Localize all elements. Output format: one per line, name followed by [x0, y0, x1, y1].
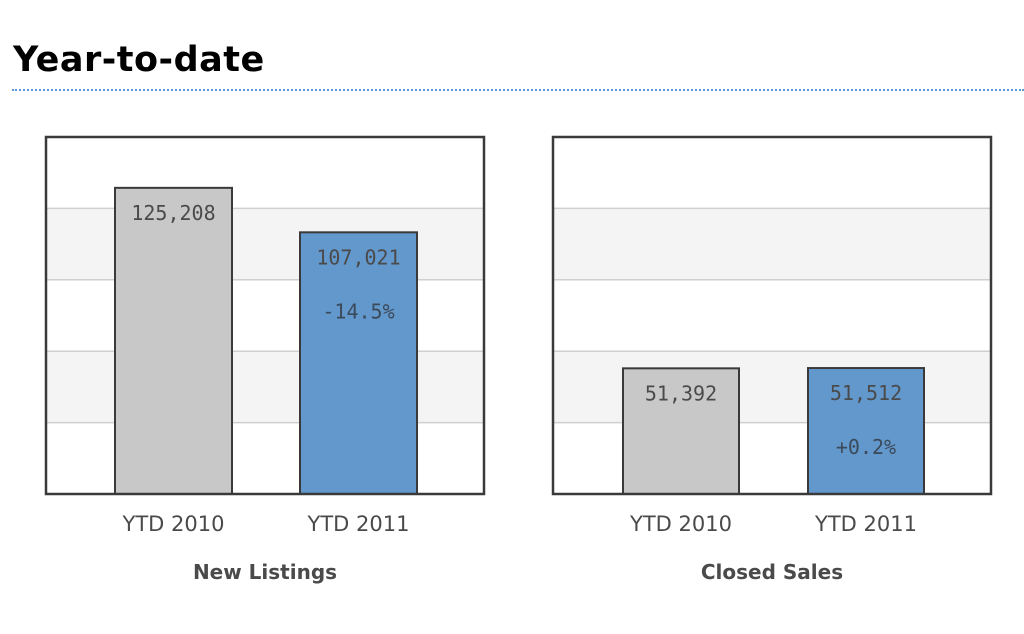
closed-sales-chart: 51,392 YTD 2010 51,512 +0.2% YTD 2011 Closed … [551, 135, 993, 584]
closed-sales-frame [551, 135, 993, 496]
closed-sales-bar-2011 [807, 367, 925, 495]
new-listings-frame [44, 135, 486, 496]
closed-sales-category-label: YTD 2010 [629, 512, 732, 536]
closed-sales-band [553, 422, 991, 494]
new-listings-category-label: YTD 2010 [122, 512, 225, 536]
title-divider [12, 89, 1024, 91]
new-listings-bar-2011 [299, 231, 418, 495]
closed-sales-change-label: +0.2% [836, 435, 896, 459]
new-listings-value-label: 125,208 [131, 201, 215, 225]
closed-sales-category-label: YTD 2011 [814, 512, 917, 536]
closed-sales-bar-2010 [622, 367, 740, 495]
new-listings-category-label: YTD 2011 [307, 512, 410, 536]
new-listings-chart: 125,208 YTD 2010 107,021 -14.5% YTD 2011 New … [44, 135, 486, 584]
page-title: Year-to-date [13, 40, 265, 80]
new-listings-value-label: 107,021 [316, 245, 400, 269]
closed-sales-band [553, 208, 991, 280]
new-listings-change-label: -14.5% [322, 299, 394, 323]
closed-sales-value-label: 51,512 [830, 381, 902, 405]
new-listings-bar-2010 [114, 186, 233, 496]
closed-sales-title: Closed Sales [701, 560, 843, 584]
new-listings-title: New Listings [193, 560, 337, 584]
closed-sales-band [553, 279, 991, 352]
closed-sales-value-label: 51,392 [645, 381, 717, 405]
closed-sales-band [553, 351, 991, 423]
closed-sales-band [553, 137, 991, 209]
